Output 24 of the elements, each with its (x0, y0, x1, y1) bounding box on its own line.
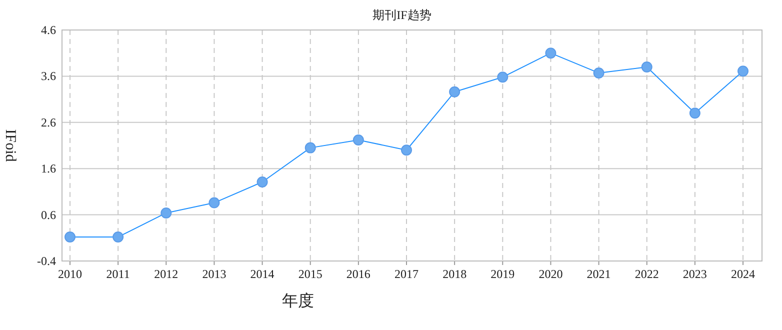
chart-title: 期刊IF趋势 (372, 8, 432, 22)
x-tick-label: 2019 (490, 267, 515, 281)
x-tick-label: 2017 (394, 267, 418, 281)
x-tick-label: 2023 (682, 267, 707, 281)
x-tick-label: 2018 (442, 267, 467, 281)
x-tick-label: 2015 (298, 267, 322, 281)
x-tick-label: 2022 (634, 267, 659, 281)
y-axis-title: IFoid (2, 129, 18, 162)
x-tick-label: 2010 (58, 267, 82, 281)
y-tick-label: 0.6 (41, 208, 56, 222)
y-tick-label: 3.6 (41, 69, 56, 84)
x-tick-label: 2014 (250, 267, 274, 281)
x-tick-label: 2012 (154, 267, 178, 281)
x-tick-label: 2016 (346, 267, 370, 281)
y-tick-label: 4.6 (41, 23, 56, 37)
y-tick-label: 2.6 (41, 115, 56, 130)
x-tick-label: 2021 (586, 267, 611, 281)
y-tick-label: 1.6 (41, 162, 56, 176)
x-axis-title: 年度 (282, 292, 314, 310)
x-tick-label: 2013 (202, 267, 226, 281)
y-tick-label: -0.4 (37, 254, 56, 268)
x-tick-label: 2011 (106, 267, 130, 281)
x-tick-label: 2024 (731, 267, 755, 281)
x-tick-label: 2020 (538, 267, 563, 281)
